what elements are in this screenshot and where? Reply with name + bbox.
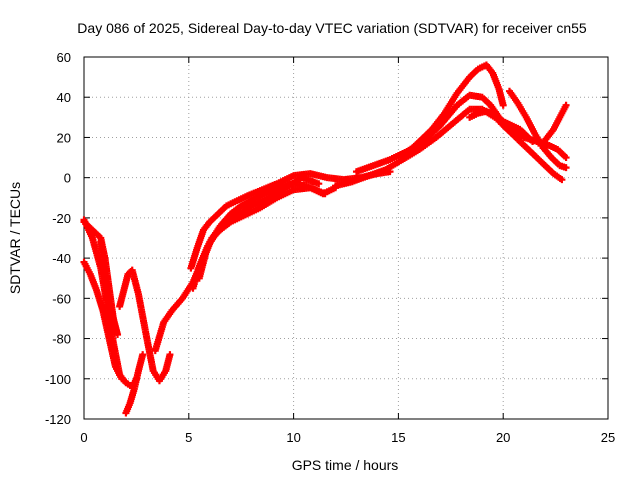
data-point xyxy=(558,176,566,184)
y-tick-label: -80 xyxy=(52,332,71,347)
chart-title: Day 086 of 2025, Sidereal Day-to-day VTE… xyxy=(77,20,587,36)
x-tick-label: 20 xyxy=(496,430,510,445)
y-tick-label: 0 xyxy=(64,171,71,186)
x-axis-label: GPS time / hours xyxy=(292,457,399,473)
data-point xyxy=(114,331,122,339)
data-point xyxy=(315,180,323,188)
x-tick-label: 5 xyxy=(185,430,192,445)
grid-lines xyxy=(84,57,608,419)
y-tick-label: -40 xyxy=(52,251,71,266)
y-tick-label: -100 xyxy=(45,372,71,387)
y-tick-label: 20 xyxy=(57,130,71,145)
data-point xyxy=(139,351,147,359)
data-point xyxy=(562,164,570,172)
series-track-2 xyxy=(80,258,126,383)
y-axis-ticks: -120 -100 -80 -60 -40 -20 0 20 40 60 xyxy=(45,50,608,427)
y-tick-label: -60 xyxy=(52,291,71,306)
x-axis-ticks: 0 5 10 15 20 25 xyxy=(80,57,615,445)
series-track-17 xyxy=(495,117,570,162)
series-track-6 xyxy=(116,266,174,385)
series-track-14 xyxy=(466,107,566,184)
y-axis-label: SDTVAR / TECUs xyxy=(7,182,23,294)
y-tick-label: 40 xyxy=(57,90,71,105)
plot-frame xyxy=(83,56,609,420)
x-tick-label: 0 xyxy=(80,430,87,445)
data-point xyxy=(499,101,507,109)
data-point xyxy=(562,101,570,109)
data-point xyxy=(321,190,329,198)
series-track-11 xyxy=(332,105,537,190)
y-tick-label: -20 xyxy=(52,211,71,226)
x-tick-label: 25 xyxy=(601,430,615,445)
series-track-5 xyxy=(122,351,147,417)
series-track-4 xyxy=(97,238,122,339)
y-tick-label: -120 xyxy=(45,412,71,427)
series-track-10 xyxy=(189,174,323,292)
data-point xyxy=(562,154,570,162)
data-marks xyxy=(80,61,570,417)
y-tick-label: 60 xyxy=(57,50,71,65)
x-tick-label: 10 xyxy=(286,430,300,445)
x-tick-label: 15 xyxy=(391,430,405,445)
data-point xyxy=(166,351,174,359)
data-point xyxy=(118,375,126,383)
series-track-13 xyxy=(407,61,507,154)
